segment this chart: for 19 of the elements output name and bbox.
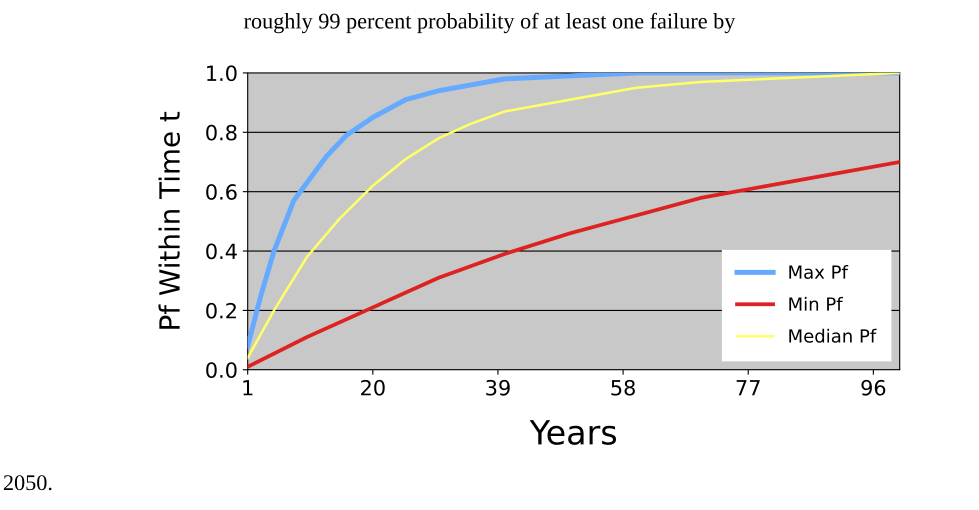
x-tick-label: 20 bbox=[361, 380, 385, 396]
y-tick-label: 0.2 bbox=[206, 302, 236, 319]
legend-label: Median Pf bbox=[789, 328, 877, 343]
y-tick-label: 1.0 bbox=[207, 65, 237, 82]
text: roughly 99 percent probability of at least one failure by bbox=[244, 12, 736, 34]
legend-label: Min Pf bbox=[789, 296, 843, 311]
y-tick-label: 0.8 bbox=[206, 124, 237, 141]
y-tick-label: 0.0 bbox=[206, 362, 237, 378]
y-tick-label: 0.4 bbox=[206, 243, 237, 260]
y-axis-title: Pf Within Time t bbox=[158, 112, 180, 329]
x-tick-label: 58 bbox=[611, 380, 635, 396]
legend-label: Max Pf bbox=[789, 264, 848, 279]
x-tick-label: 96 bbox=[861, 380, 886, 396]
x-tick-label: 77 bbox=[736, 380, 760, 396]
x-axis-title: Years bbox=[530, 420, 616, 445]
text: 2050. bbox=[4, 475, 52, 490]
x-tick-label: 1 bbox=[243, 380, 252, 396]
x-tick-label: 39 bbox=[486, 380, 510, 396]
y-tick-label: 0.6 bbox=[206, 184, 237, 200]
